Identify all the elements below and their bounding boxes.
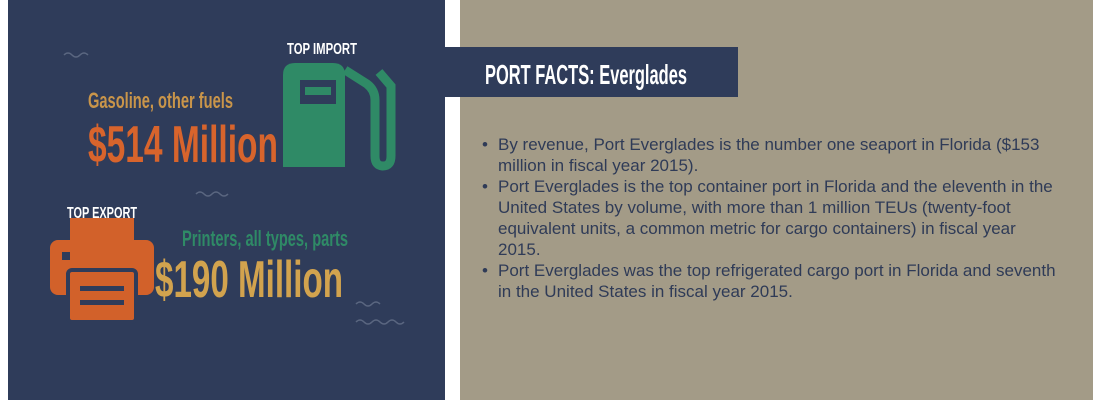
fact-bullet: Port Everglades is the top container por… (482, 176, 1062, 260)
printer-icon (50, 218, 154, 324)
facts-title: PORT FACTS: Everglades (485, 59, 687, 90)
left-panel (8, 0, 445, 400)
facts-list: By revenue, Port Everglades is the numbe… (482, 134, 1062, 302)
import-value: $514 Million (88, 116, 278, 174)
import-description: Gasoline, other fuels (88, 88, 233, 113)
import-label: TOP IMPORT (287, 41, 357, 58)
gas-pump-icon (283, 63, 396, 171)
export-value: $190 Million (155, 251, 343, 309)
waves (63, 52, 405, 325)
export-label: TOP EXPORT (67, 205, 137, 222)
export-description: Printers, all types, parts (182, 226, 348, 251)
fact-bullet: By revenue, Port Everglades is the numbe… (482, 134, 1062, 176)
fact-bullet: Port Everglades was the top refrigerated… (482, 260, 1062, 302)
title-banner (445, 47, 738, 97)
